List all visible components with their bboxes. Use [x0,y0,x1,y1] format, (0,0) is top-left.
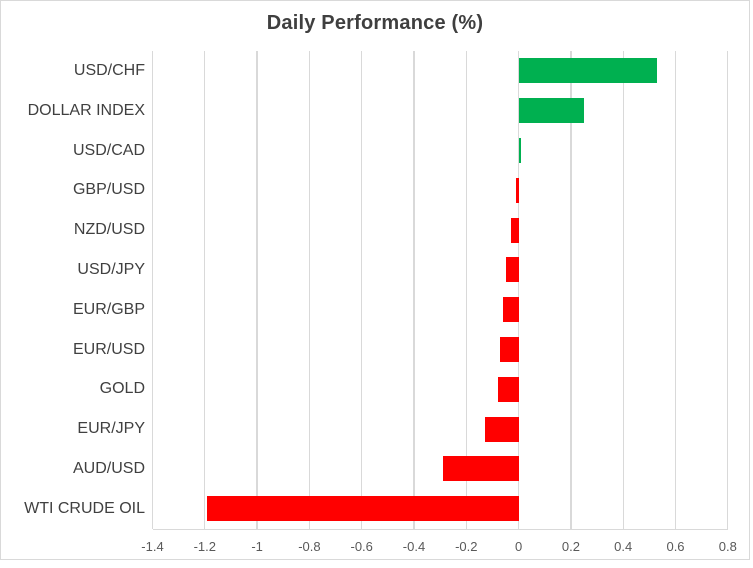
x-axis-tick-label: -0.8 [298,539,321,554]
bar-usd-chf [518,58,658,84]
x-axis-tick-label: -1.4 [141,539,164,554]
category-label: AUD/USD [72,460,145,478]
gridline [622,51,624,529]
gridline [517,51,520,529]
bar-usd-jpy [505,257,519,283]
gridline [308,51,311,529]
x-axis-tick-label: 0.8 [718,539,737,554]
bar-eur-gbp [502,297,519,323]
gridline [204,51,206,529]
x-axis-tick-label: 0.6 [666,539,685,554]
bar-series [153,51,728,529]
bar-usd-cad [518,138,522,164]
category-label: EUR/GBP [72,300,145,318]
bar-wti-crude-oil [207,496,519,522]
category-label: GBP/USD [72,181,145,199]
bar-nzd-usd [510,217,519,243]
bar-eur-usd [500,337,519,363]
bar-gbp-usd [515,177,519,203]
x-axis-tick-label: -1.2 [193,539,216,554]
gridline [465,51,467,529]
category-label: EUR/USD [72,340,145,358]
category-label: USD/JPY [77,261,145,279]
chart-title: Daily Performance (%) [266,12,484,34]
category-label: USD/CAD [72,141,145,159]
category-label: NZD/USD [73,221,145,239]
bar-gold [497,376,519,402]
x-axis-tick-label: 0.4 [614,539,633,554]
gridline [674,51,677,529]
category-label: DOLLAR INDEX [27,101,145,119]
gridline [413,51,415,529]
x-axis-tick-label: -0.4 [402,539,426,554]
category-axis: USD/CHF DOLLAR INDEX USD/CAD GBP/USD NZD/USD… [1,51,145,529]
x-axis-tick-label: -1 [251,539,263,554]
category-label: EUR/JPY [77,420,145,438]
x-axis-tick-label: 0 [514,539,523,554]
plot-area [151,51,729,530]
gridlines [151,51,729,529]
category-label: WTI CRUDE OIL [24,499,145,517]
x-axis-tick-label: -0.2 [455,539,478,554]
gridline [727,51,729,529]
category-label: GOLD [99,380,145,398]
bar-eur-jpy [484,416,519,442]
gridline [361,51,363,529]
x-axis-tick-label: -0.6 [350,539,373,554]
gridline [256,51,258,529]
bar-dollar-index [518,98,584,124]
gridline [151,51,154,529]
category-label: USD/CHF [73,62,145,79]
bar-aud-usd [442,456,519,482]
gridline [570,51,572,529]
x-axis-tick-label: 0.2 [561,539,580,554]
